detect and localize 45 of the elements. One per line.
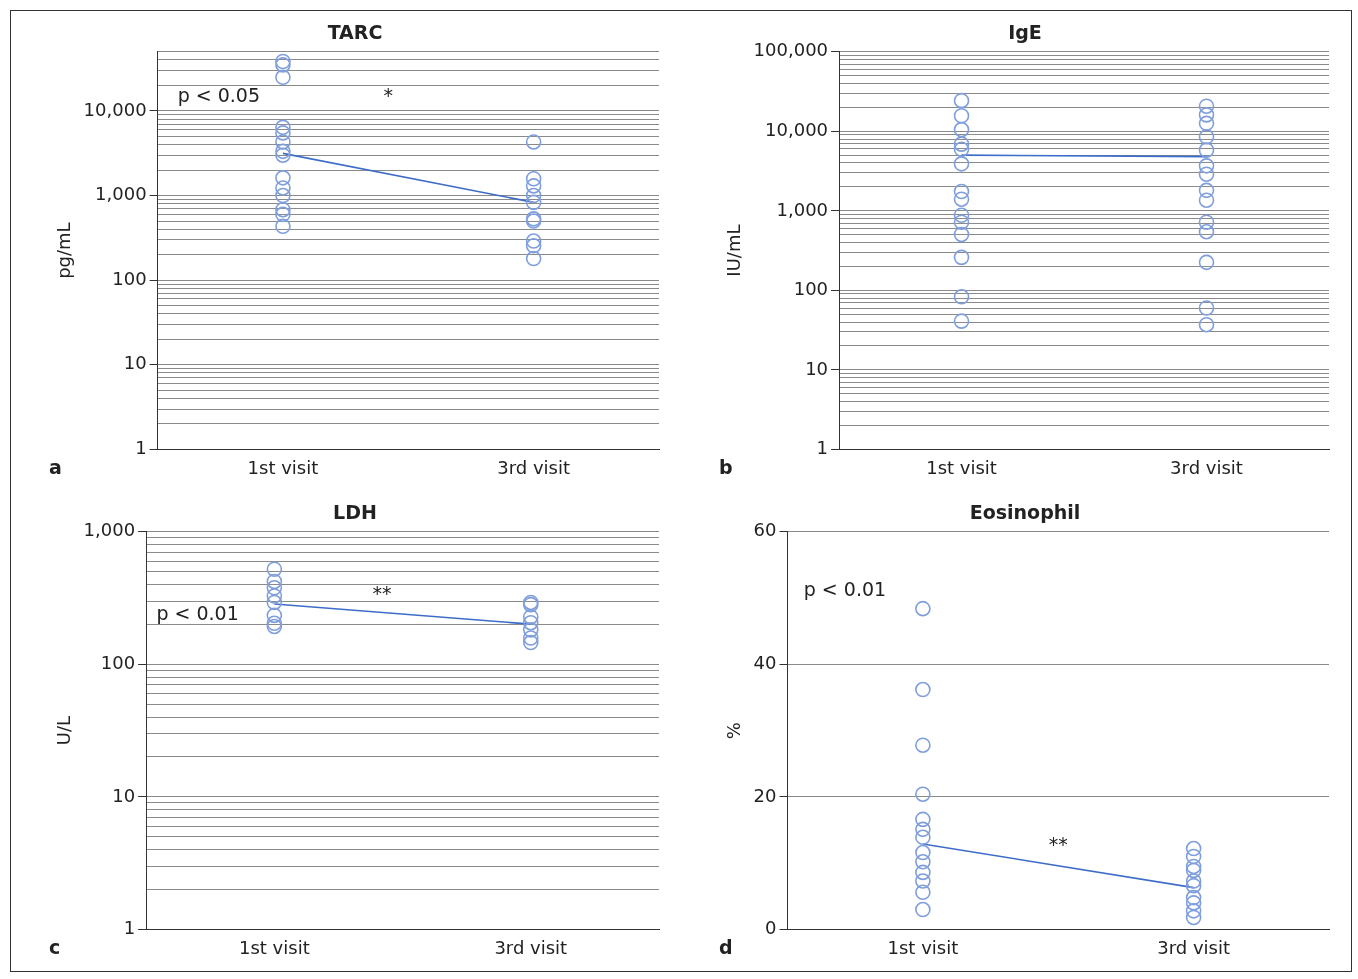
annotation: ** (372, 582, 392, 605)
annotation: ** (1048, 832, 1068, 855)
x-tick-label: 3rd visit (494, 936, 568, 958)
y-tick-label: 1,000 (776, 198, 829, 220)
y-tick-label: 1 (135, 437, 147, 459)
y-tick-label: 40 (753, 652, 777, 674)
y-axis-title: U/L (53, 715, 75, 746)
y-tick-label: 10 (112, 784, 136, 806)
chart-title: IgE (1008, 21, 1042, 44)
annotation: p < 0.01 (156, 602, 239, 625)
annotation: p < 0.01 (803, 578, 887, 601)
y-tick-label: 20 (753, 784, 777, 806)
annotation: * (383, 84, 393, 107)
y-tick-label: 100 (100, 652, 136, 674)
y-axis-title: pg/mL (53, 222, 75, 279)
y-tick-label: 60 (753, 519, 777, 541)
y-tick-label: 0 (765, 917, 777, 939)
chart-title: TARC (327, 21, 383, 44)
x-tick-label: 3rd visit (497, 456, 571, 478)
y-tick-label: 1 (816, 437, 829, 459)
y-tick-label: 1,000 (95, 183, 147, 205)
x-tick-label: 3rd visit (1170, 456, 1243, 478)
text: a (49, 456, 62, 479)
y-tick-label: 10,000 (83, 98, 147, 120)
x-tick-label: 3rd visit (1157, 936, 1231, 958)
x-tick-label: 1st visit (926, 456, 997, 478)
y-tick-label: 100 (112, 267, 147, 289)
text: b (719, 456, 733, 479)
x-tick-label: 1st visit (887, 936, 959, 958)
text: c (49, 936, 61, 959)
y-tick-label: 1 (123, 917, 136, 939)
y-tick-label: 100 (793, 278, 829, 300)
y-axis-title: % (723, 722, 745, 740)
x-tick-label: 1st visit (247, 456, 319, 478)
x-tick-label: 1st visit (239, 936, 310, 958)
y-axis-title: IU/mL (723, 224, 745, 277)
y-tick-label: 10 (123, 352, 147, 374)
y-tick-label: 1,000 (83, 519, 136, 541)
annotation: p < 0.05 (177, 84, 261, 107)
y-tick-label: 100,000 (753, 39, 829, 61)
chart-title: Eosinophil (969, 501, 1081, 524)
y-tick-label: 10,000 (765, 118, 829, 140)
chart-title: LDH (333, 501, 377, 524)
y-tick-label: 10 (805, 357, 829, 379)
text: d (719, 936, 733, 959)
